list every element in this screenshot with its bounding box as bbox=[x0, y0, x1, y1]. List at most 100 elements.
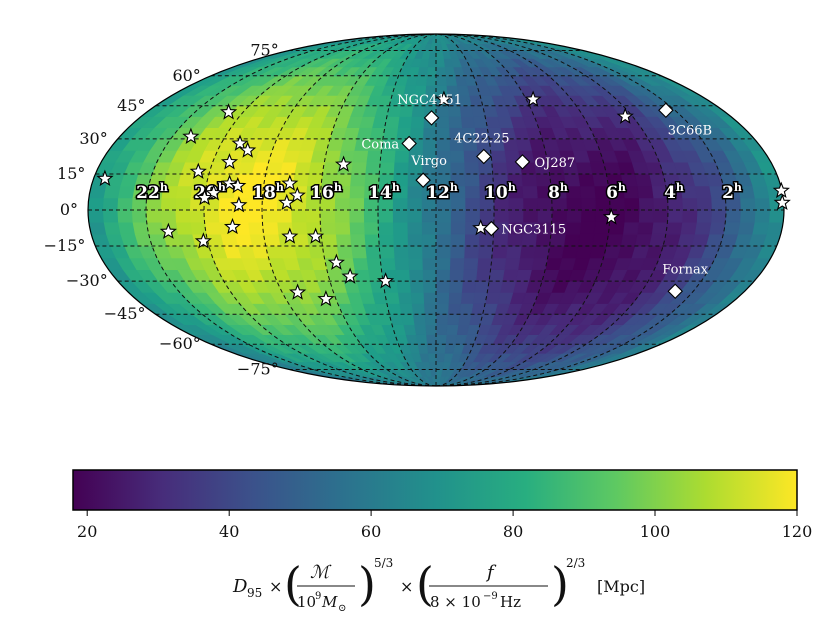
sky-cell bbox=[447, 303, 462, 315]
sky-cell bbox=[651, 221, 668, 235]
sky-cell bbox=[435, 75, 447, 86]
sky-cell bbox=[421, 245, 437, 259]
sky-cell bbox=[623, 197, 640, 211]
sky-cell bbox=[577, 173, 595, 187]
sky-cell bbox=[638, 197, 654, 211]
sky-cell bbox=[422, 291, 437, 304]
named-source: OJ287 bbox=[514, 154, 576, 171]
sky-cell bbox=[422, 127, 437, 140]
sky-cell bbox=[435, 280, 450, 293]
sky-cell bbox=[247, 221, 265, 235]
pulsar-star bbox=[159, 222, 177, 239]
frac1-den-sym: M bbox=[321, 593, 338, 611]
paren-open-1: ( bbox=[284, 557, 302, 611]
sky-cell bbox=[521, 185, 538, 199]
source-diamond bbox=[483, 220, 500, 237]
ra-gridline bbox=[435, 34, 669, 386]
label-symbol: D bbox=[232, 576, 248, 597]
sky-cell bbox=[276, 209, 292, 223]
colorbar-tick-label: 60 bbox=[361, 522, 381, 541]
named-sources: NGC4151 Coma 4C22.25 Virgo OJ287 NGC3115 3C66B… bbox=[361, 93, 712, 300]
frac1-den-exp: 9 bbox=[315, 591, 321, 602]
sky-cell bbox=[116, 197, 133, 211]
source-label: OJ287 bbox=[535, 156, 576, 171]
sky-cell bbox=[464, 197, 480, 211]
named-source: Fornax bbox=[662, 262, 709, 300]
sky-cell bbox=[694, 221, 712, 235]
sky-cell bbox=[348, 209, 365, 223]
sky-cell bbox=[88, 197, 104, 211]
sky-cell bbox=[448, 280, 463, 293]
sky-cell bbox=[392, 161, 409, 175]
sky-cell bbox=[739, 209, 756, 223]
source-diamond bbox=[514, 154, 531, 170]
sky-cell bbox=[499, 280, 517, 293]
sky-cell bbox=[261, 209, 278, 223]
sky-boundary bbox=[87, 33, 785, 387]
dec-label: 15° bbox=[57, 164, 85, 183]
sky-cell bbox=[397, 116, 412, 128]
frac1-den-sub: ⊙ bbox=[338, 603, 346, 614]
sky-cell bbox=[565, 197, 582, 211]
sky-cell bbox=[463, 161, 480, 175]
sky-cell bbox=[421, 209, 437, 223]
label-times-2: × bbox=[400, 577, 413, 596]
sky-cell bbox=[203, 209, 220, 223]
sky-cell bbox=[484, 291, 501, 304]
sky-cell bbox=[561, 245, 579, 259]
sky-cell bbox=[410, 303, 425, 315]
sky-cell bbox=[409, 116, 425, 128]
sky-cell bbox=[406, 185, 423, 199]
dec-label: −75° bbox=[237, 360, 279, 379]
sky-cell bbox=[413, 324, 427, 336]
sky-cell bbox=[435, 361, 444, 370]
sky-cell bbox=[364, 161, 381, 175]
sky-cell bbox=[620, 233, 638, 247]
dec-label: 60° bbox=[172, 66, 200, 85]
label-symbol-subscript: 95 bbox=[247, 586, 262, 600]
sky-cell bbox=[449, 161, 465, 175]
sky-cell bbox=[710, 209, 727, 223]
paren-close-1: ) bbox=[358, 557, 376, 611]
dec-label: 30° bbox=[79, 129, 107, 148]
sky-cell bbox=[435, 57, 445, 68]
sky-cell bbox=[261, 221, 279, 235]
pulsar-star bbox=[231, 134, 249, 151]
source-diamond bbox=[423, 110, 440, 126]
sky-cell bbox=[435, 233, 451, 247]
sky-cell bbox=[519, 245, 536, 259]
sky-cell bbox=[426, 343, 437, 354]
coordinate-grid bbox=[88, 34, 784, 386]
sky-cell bbox=[490, 257, 507, 271]
sky-cell bbox=[724, 209, 741, 223]
sky-cell bbox=[88, 209, 104, 223]
colorbar-ticks: 20 40 60 80 100 120 bbox=[77, 510, 812, 541]
sky-cell bbox=[490, 149, 507, 163]
sky-cell bbox=[290, 209, 307, 223]
sky-cell bbox=[348, 197, 365, 211]
sky-cell bbox=[406, 209, 422, 223]
sky-cell bbox=[591, 233, 609, 247]
sky-cell bbox=[435, 313, 449, 326]
sky-cell bbox=[460, 116, 475, 128]
sky-cell bbox=[247, 209, 263, 223]
sky-cell bbox=[462, 149, 479, 163]
sky-cell bbox=[486, 280, 503, 293]
sky-cell bbox=[446, 313, 460, 326]
sky-cell bbox=[464, 185, 480, 199]
sky-cell bbox=[335, 233, 352, 247]
sky-cell bbox=[409, 127, 424, 140]
sky-cell bbox=[175, 185, 193, 199]
sky-cell bbox=[102, 209, 119, 223]
sky-cell bbox=[363, 209, 379, 223]
sky-cell bbox=[450, 209, 466, 223]
pulsar-star bbox=[278, 193, 296, 211]
pulsar-star bbox=[281, 227, 299, 244]
source-label: 3C66B bbox=[668, 123, 712, 138]
sky-cell bbox=[515, 269, 533, 282]
dec-label: 45° bbox=[117, 96, 145, 115]
colorbar-tick-label: 40 bbox=[219, 522, 239, 541]
sky-cell bbox=[577, 233, 595, 247]
sky-cell bbox=[652, 209, 669, 223]
sky-cell bbox=[477, 245, 494, 259]
